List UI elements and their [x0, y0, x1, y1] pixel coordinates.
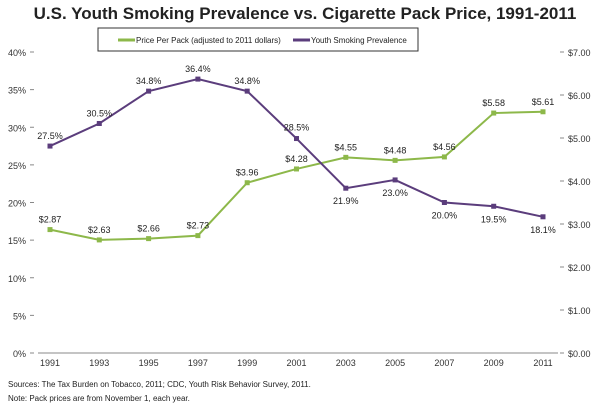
- data-point: [343, 185, 349, 191]
- data-label: $3.96: [236, 168, 259, 178]
- data-point: [47, 227, 53, 233]
- data-label: $2.63: [88, 225, 111, 235]
- x-tick-label: 2003: [336, 358, 356, 368]
- left-tick-label: 20%: [8, 199, 26, 209]
- left-tick-label: 10%: [8, 274, 26, 284]
- legend-label-price: Price Per Pack (adjusted to 2011 dollars…: [136, 36, 281, 45]
- right-tick-label: $7.00: [568, 48, 591, 58]
- x-tick-label: 1997: [188, 358, 208, 368]
- data-point: [96, 237, 102, 243]
- right-tick-label: $3.00: [568, 220, 591, 230]
- legend-box: [97, 27, 419, 52]
- x-tick-label: 2001: [286, 358, 306, 368]
- data-point: [491, 203, 497, 209]
- right-tick-label: $2.00: [568, 263, 591, 273]
- data-label: 27.5%: [37, 131, 63, 141]
- sources-note: Sources: The Tax Burden on Tobacco, 2011…: [8, 380, 311, 389]
- data-point: [96, 120, 102, 126]
- left-tick-label: 15%: [8, 236, 26, 246]
- left-tick-label: 35%: [8, 86, 26, 96]
- data-point: [294, 166, 299, 172]
- data-label: 28.5%: [284, 123, 310, 133]
- data-label: $2.73: [187, 221, 210, 231]
- data-point: [244, 88, 250, 94]
- data-label: 34.8%: [234, 76, 260, 86]
- data-label: 23.0%: [382, 188, 408, 198]
- data-point: [244, 180, 250, 186]
- series-line-1: [49, 78, 544, 218]
- legend-label-prevalence: Youth Smoking Prevalence: [311, 36, 407, 45]
- data-point: [343, 154, 349, 160]
- data-label: 34.8%: [136, 76, 162, 86]
- data-label: 21.9%: [333, 196, 359, 206]
- x-tick-label: 2009: [484, 358, 504, 368]
- data-point: [491, 110, 497, 116]
- x-tick-label: 2007: [434, 358, 454, 368]
- data-point: [392, 177, 398, 183]
- pack-price-note: Note: Pack prices are from November 1, e…: [8, 394, 190, 403]
- data-label: $4.28: [285, 154, 308, 164]
- data-label: 36.4%: [185, 64, 211, 74]
- data-point: [47, 143, 53, 149]
- data-point: [540, 214, 546, 220]
- x-tick-label: 1999: [237, 358, 257, 368]
- right-tick-label: $4.00: [568, 177, 591, 187]
- right-tick-label: $5.00: [568, 134, 591, 144]
- x-tick-label: 2011: [533, 358, 552, 368]
- data-label: $5.58: [482, 98, 505, 108]
- data-label: $2.66: [137, 224, 160, 234]
- x-tick-label: 1995: [139, 358, 159, 368]
- data-point: [392, 157, 398, 163]
- data-point: [441, 200, 447, 205]
- data-point: [146, 88, 152, 94]
- right-tick-label: $1.00: [568, 306, 591, 316]
- data-label: 20.0%: [432, 211, 458, 221]
- data-label: $5.61: [532, 97, 555, 107]
- data-point: [540, 109, 546, 115]
- data-point: [441, 154, 447, 160]
- data-label: $4.55: [335, 142, 358, 152]
- data-point: [195, 76, 201, 82]
- data-label: $2.87: [39, 215, 62, 225]
- left-tick-label: 25%: [8, 161, 26, 171]
- data-label: 19.5%: [481, 214, 507, 224]
- x-tick-label: 1993: [89, 358, 109, 368]
- data-point: [294, 136, 299, 142]
- left-tick-label: 30%: [8, 123, 26, 133]
- left-tick-label: 0%: [13, 349, 26, 359]
- right-tick-label: $6.00: [568, 91, 591, 101]
- x-tick-label: 2005: [385, 358, 405, 368]
- x-tick-label: 1991: [40, 358, 60, 368]
- data-point: [195, 233, 201, 239]
- data-label: $4.56: [433, 142, 456, 152]
- data-label: $4.48: [384, 145, 407, 155]
- left-tick-label: 40%: [8, 48, 26, 58]
- data-label: 30.5%: [87, 108, 113, 118]
- data-label: 18.1%: [530, 225, 556, 235]
- right-tick-label: $0.00: [568, 349, 591, 359]
- left-tick-label: 5%: [13, 311, 26, 321]
- data-point: [146, 236, 152, 242]
- chart-title: U.S. Youth Smoking Prevalence vs. Cigare…: [33, 4, 577, 23]
